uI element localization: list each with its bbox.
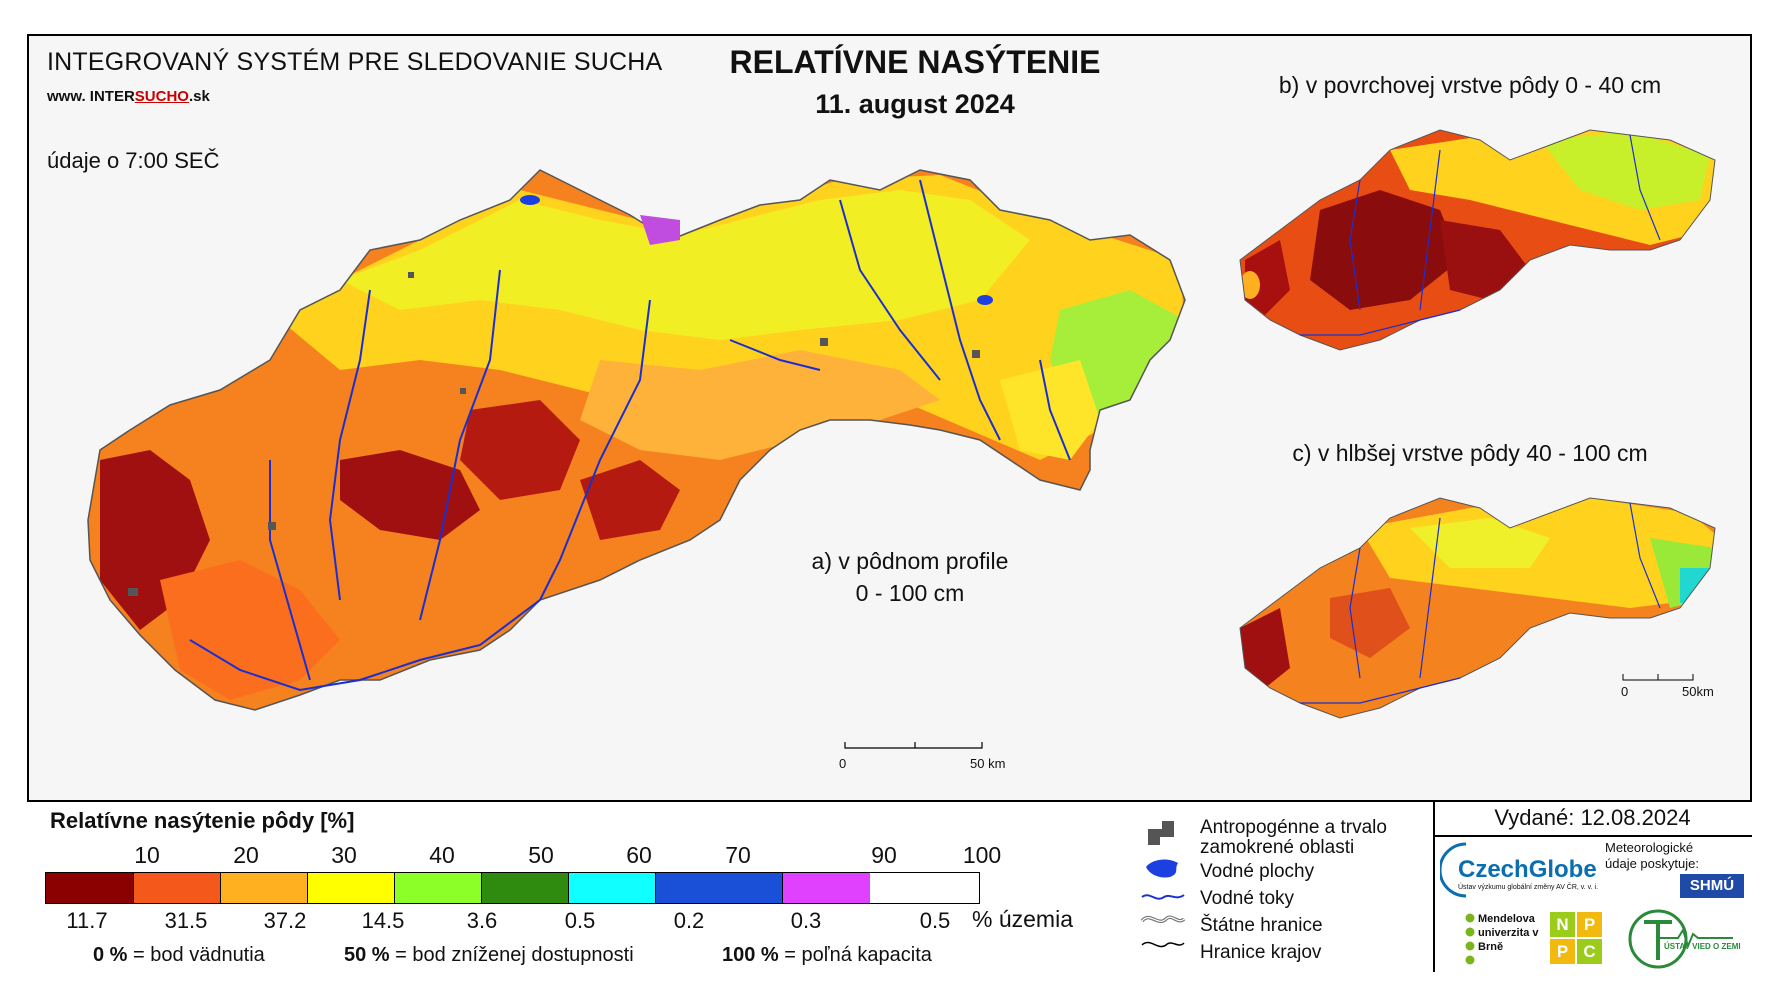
legend-pct: 11.7 xyxy=(66,908,108,933)
legend-colorbar xyxy=(45,872,980,904)
data-time: údaje o 7:00 SEČ xyxy=(47,148,220,173)
scale-small-end: 50km xyxy=(1682,684,1714,699)
nppc-letter: C xyxy=(1577,939,1602,964)
legend-color-swatch xyxy=(783,873,870,903)
symbol-label-river: Vodné toky xyxy=(1200,888,1295,909)
page-date: 11. august 2024 xyxy=(815,89,1015,119)
legend-tick: 10 xyxy=(134,842,160,868)
state-border-icon xyxy=(1140,915,1186,924)
footnote-text: = poľná kapacita xyxy=(784,944,932,966)
issued-box xyxy=(1433,800,1752,972)
czechglobe-sub: Ústav výzkumu globální změny AV ČR, v. v… xyxy=(1458,884,1599,891)
symbol-label-urban: Antropogénne a trvalo zamokrené oblasti xyxy=(1200,817,1387,858)
legend-color-swatch xyxy=(308,873,395,903)
scale-main-start: 0 xyxy=(839,756,847,771)
legend-tick: 20 xyxy=(233,842,259,868)
water-body-icon xyxy=(1146,859,1178,878)
nppc-letter: N xyxy=(1550,912,1575,937)
map-a-soil-profile xyxy=(87,169,1186,711)
nppc-logo: N P P C xyxy=(1550,912,1602,964)
legend-color-swatch xyxy=(395,873,482,903)
legend-color-swatch xyxy=(656,873,783,903)
map-c-label: c) v hlbšej vrstve pôdy 40 - 100 cm xyxy=(1292,440,1648,466)
footnote-reduced: 50 % = bod zníženej dostupnosti xyxy=(344,944,634,967)
footnote-text: = bod zníženej dostupnosti xyxy=(395,944,634,966)
legend-pct-unit: % územia xyxy=(972,906,1073,932)
scale-main-end: 50 km xyxy=(970,756,1006,771)
website-suffix: .sk xyxy=(188,88,210,105)
website-mid: SUCHO xyxy=(134,88,189,105)
issued-date: Vydané: 12.08.2024 xyxy=(1494,805,1691,830)
legend-pct: 3.6 xyxy=(466,908,498,933)
legend-color-swatch xyxy=(482,873,569,903)
uvz-logo-icon xyxy=(1628,909,1733,969)
map-b-surface-layer xyxy=(1239,129,1716,351)
legend-pct: 14.5 xyxy=(361,908,405,933)
footnote-value: 50 % xyxy=(344,944,390,966)
legend-tick: 90 xyxy=(871,842,897,868)
scale-small-start: 0 xyxy=(1621,684,1629,699)
symbol-label-state: Štátne hranice xyxy=(1200,915,1323,936)
legend-tick: 60 xyxy=(626,842,652,868)
symbol-label-water: Vodné plochy xyxy=(1200,861,1315,882)
map-a-label-line1: a) v pôdnom profile xyxy=(811,548,1009,574)
legend-tick: 40 xyxy=(429,842,455,868)
nppc-letter: P xyxy=(1577,912,1602,937)
shmu-logo: SHMÚ xyxy=(1680,874,1744,898)
mendel-logo: Mendelova univerzita v Brně xyxy=(1478,913,1539,953)
met-data-label: Meteorologické údaje poskytuje: xyxy=(1605,840,1699,871)
legend-tick: 50 xyxy=(528,842,554,868)
legend-pct: 0.5 xyxy=(564,908,596,933)
issued-divider xyxy=(1433,835,1752,837)
scale-bar-main xyxy=(844,742,983,749)
legend-tick: 70 xyxy=(725,842,751,868)
website-link[interactable]: www. INTERSUCHO.sk xyxy=(47,88,210,105)
footnote-value: 0 % xyxy=(93,944,128,966)
scale-bar-small xyxy=(1622,674,1694,681)
legend-tick: 100 xyxy=(962,842,1002,868)
footnote-capacity: 100 % = poľná kapacita xyxy=(722,944,932,967)
symbol-legend-icons xyxy=(1140,821,1186,948)
map-a-label: a) v pôdnom profile 0 - 100 cm xyxy=(780,545,1040,609)
urban-area-icon xyxy=(1148,821,1174,845)
footnote-value: 100 % xyxy=(722,944,779,966)
legend-title: Relatívne nasýtenie pôdy [%] xyxy=(50,808,355,833)
legend-pct: 0.2 xyxy=(673,908,705,933)
map-c-deep-layer xyxy=(1239,497,1716,719)
system-name: INTEGROVANÝ SYSTÉM PRE SLEDOVANIE SUCHA xyxy=(47,48,663,76)
czechglobe-logo: CzechGlobe xyxy=(1458,856,1597,883)
footnote-text: = bod vädnutia xyxy=(133,944,265,966)
czechglobe-logo-icon xyxy=(1440,842,1467,898)
legend-pct: 0.5 xyxy=(919,908,951,933)
page-title: RELATÍVNE NASÝTENIE xyxy=(729,44,1101,80)
map-b-label: b) v povrchovej vrstve pôdy 0 - 40 cm xyxy=(1278,72,1662,98)
legend-color-swatch xyxy=(134,873,221,903)
mendel-logo-icon xyxy=(1465,913,1475,965)
map-a-label-line2: 0 - 100 cm xyxy=(855,580,965,606)
legend-color-swatch xyxy=(221,873,308,903)
legend-pct: 31.5 xyxy=(164,908,208,933)
region-border-icon xyxy=(1141,941,1185,948)
uvz-logo: ÚSTAV VIED O ZEMI xyxy=(1664,942,1741,951)
river-icon xyxy=(1141,894,1185,900)
legend-color-swatch xyxy=(569,873,656,903)
legend-pct: 0.3 xyxy=(790,908,822,933)
nppc-letter: P xyxy=(1550,939,1575,964)
symbol-label-region: Hranice krajov xyxy=(1200,942,1322,963)
legend-tick: 30 xyxy=(331,842,357,868)
website-prefix: www. INTER xyxy=(47,88,135,105)
footnote-wilting: 0 % = bod vädnutia xyxy=(93,944,265,967)
legend-color-swatch xyxy=(46,873,134,903)
legend-pct: 37.2 xyxy=(263,908,307,933)
